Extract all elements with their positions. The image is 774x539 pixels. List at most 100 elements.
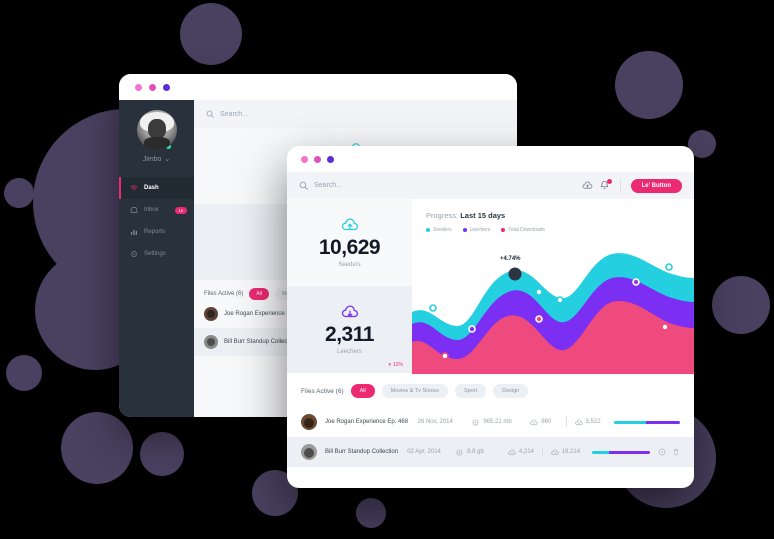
- trash-icon[interactable]: [672, 448, 680, 456]
- cloud-down-icon: [551, 449, 559, 455]
- bg-circle: [615, 51, 683, 119]
- avatar: [204, 307, 218, 321]
- sidebar-item-reports[interactable]: Reports: [119, 221, 194, 243]
- table-row[interactable]: Bill Burr Standup Collection 02 Apr, 201…: [287, 437, 694, 467]
- cloud-down-icon: [574, 419, 583, 425]
- chart-legend: Seeders Leechers Total Downloads: [426, 227, 694, 233]
- back-titlebar: [119, 74, 517, 100]
- row-leechers-value: 3,522: [585, 419, 601, 425]
- legend-item-seeders: Seeders: [426, 227, 452, 233]
- window-dot-close[interactable]: [301, 155, 308, 163]
- sidebar-label-reports: Reports: [144, 229, 166, 235]
- sidebar-label-settings: Settings: [144, 251, 166, 257]
- back-row-name: Joe Rogan Experience Ep. 468: [224, 311, 308, 317]
- back-row-name: Bill Burr Standup Collection: [224, 339, 298, 345]
- wifi-icon: [130, 185, 138, 191]
- row-date: 02 Apr, 2014: [407, 449, 441, 455]
- legend-item-leechers: Leechers: [462, 227, 491, 233]
- chart-title: Progress: Last 15 days: [426, 211, 694, 220]
- bell-icon[interactable]: [599, 179, 612, 191]
- window-dot-close[interactable]: [135, 83, 142, 91]
- sidebar-item-dash[interactable]: Dash: [119, 177, 194, 199]
- filter-pill-design[interactable]: Design: [493, 384, 529, 398]
- divider: [542, 447, 543, 457]
- bg-circle: [140, 432, 184, 476]
- back-username[interactable]: Jimbo ⌄: [142, 155, 171, 164]
- back-search-placeholder: Search...: [220, 110, 249, 118]
- back-files-title: Files Active (6): [204, 291, 244, 297]
- front-search-placeholder: Search...: [314, 182, 343, 189]
- table-row[interactable]: Joe Rogan Experience Ep. 468 26 Nov, 201…: [287, 407, 694, 437]
- disk-icon: [456, 449, 463, 455]
- stat-value-leechers: 2,311: [325, 323, 374, 346]
- chart-annotation: +4.74%: [500, 256, 521, 262]
- search-icon: [299, 181, 308, 190]
- row-progress-bar: [613, 420, 681, 424]
- search-icon: [206, 110, 214, 118]
- row-leechers-value: 19,214: [561, 449, 581, 455]
- divider: [565, 417, 567, 427]
- back-table-row[interactable]: Joe Rogan Experience Ep. 468: [194, 300, 517, 328]
- row-file-name: Joe Rogan Experience Ep. 468: [325, 419, 409, 425]
- inbox-badge: 16: [174, 206, 187, 214]
- avatar: [301, 414, 317, 430]
- legend-label: Seeders: [433, 227, 452, 233]
- row-date: 26 Nov, 2014: [417, 419, 453, 425]
- row-seeders: 860: [530, 419, 557, 426]
- back-nav: Dash Inbox 16 Reports Settings: [119, 177, 194, 265]
- row-size: 9.8 gb: [456, 449, 500, 456]
- sidebar-item-inbox[interactable]: Inbox 16: [119, 199, 194, 221]
- back-profile[interactable]: Jimbo ⌄: [119, 110, 194, 163]
- info-icon[interactable]: [658, 448, 666, 456]
- window-dot-minimize[interactable]: [149, 83, 156, 91]
- files-filter-bar: Files Active (6) All Movies & Tv Shows S…: [287, 374, 694, 407]
- legend-label: Leechers: [469, 227, 491, 233]
- area-chart: [412, 253, 694, 374]
- window-dot-maximize[interactable]: [327, 155, 334, 163]
- avatar: [204, 335, 218, 349]
- filter-pill-all[interactable]: All: [350, 384, 375, 398]
- avatar: [301, 444, 317, 460]
- front-body: 10,629 Seeders 2,311 Leechers ▾ 12% Prog…: [287, 199, 694, 374]
- chart-title-prefix: Progress:: [426, 211, 459, 220]
- row-size: 965.21 mb: [472, 419, 522, 426]
- front-titlebar: [287, 146, 694, 172]
- bg-circle: [712, 276, 770, 334]
- window-dot-maximize[interactable]: [163, 83, 170, 91]
- filter-pill-movies-tv[interactable]: Movies & Tv Shows: [381, 384, 448, 398]
- delta-arrow-icon: ▾: [388, 362, 391, 368]
- row-size-value: 965.21 mb: [483, 419, 512, 425]
- legend-dot: [426, 228, 430, 232]
- bg-circle: [4, 178, 34, 208]
- leechers-delta: ▾ 12%: [388, 362, 403, 368]
- chart-title-range: Last 15 days: [460, 211, 506, 220]
- gear-icon: [131, 251, 137, 257]
- disk-icon: [472, 419, 479, 425]
- window-dot-minimize[interactable]: [314, 155, 321, 163]
- stat-value-seeders: 10,629: [318, 236, 381, 259]
- inbox-icon: [130, 207, 138, 213]
- cloud-up-icon: [508, 449, 516, 455]
- back-filter-all[interactable]: All: [249, 288, 269, 300]
- upload-cloud-icon[interactable]: [582, 180, 593, 191]
- legend-label: Total Downloads: [508, 227, 545, 233]
- stat-card-seeders: 10,629 Seeders: [287, 199, 412, 286]
- row-file-name: Bill Burr Standup Collection: [325, 449, 399, 455]
- front-dashboard-window[interactable]: Search... Le' Button 10,629 Seeders 2,31…: [287, 146, 694, 488]
- front-search-bar[interactable]: Search... Le' Button: [287, 172, 694, 199]
- row-progress-bar: [592, 450, 650, 454]
- row-actions: [658, 448, 680, 456]
- sidebar-item-settings[interactable]: Settings: [119, 243, 194, 265]
- legend-dot: [462, 228, 467, 232]
- chart-column: Progress: Last 15 days Seeders Leechers …: [412, 199, 694, 374]
- row-leechers: 19,214: [551, 449, 580, 456]
- back-username-label: Jimbo: [142, 155, 162, 163]
- bell-badge: [606, 179, 612, 184]
- cloud-up-icon: [530, 419, 538, 425]
- filter-pill-sport[interactable]: Sport: [454, 384, 487, 398]
- row-size-value: 9.8 gb: [467, 449, 484, 455]
- cta-button[interactable]: Le' Button: [630, 178, 682, 193]
- chevron-down-icon: ⌄: [164, 156, 171, 163]
- stat-card-leechers: 2,311 Leechers ▾ 12%: [287, 286, 412, 373]
- back-search-bar[interactable]: Search...: [194, 100, 517, 128]
